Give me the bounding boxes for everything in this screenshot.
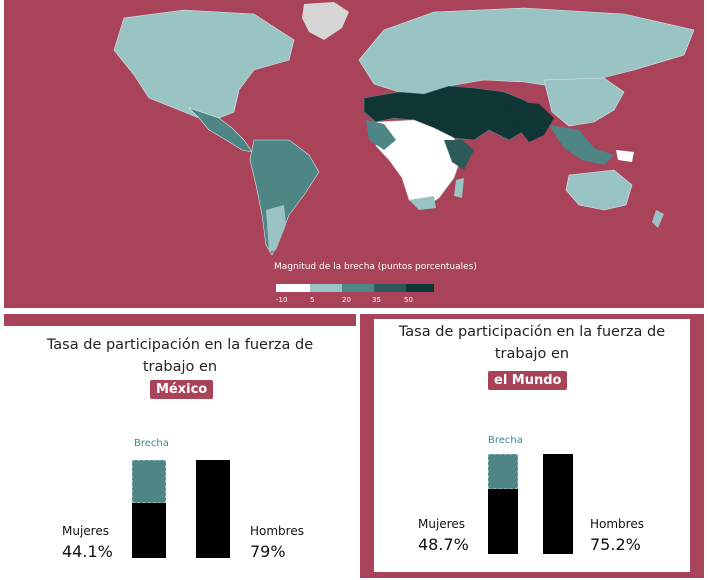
gap-bar xyxy=(488,454,518,490)
frame-bottom xyxy=(360,572,704,578)
gap-label: Brecha xyxy=(134,438,169,449)
legend-swatch-1 xyxy=(276,284,310,292)
country-badge: el Mundo xyxy=(488,371,568,390)
legend-tick: 20 xyxy=(342,296,351,304)
panel-title: Tasa de participación en la fuerza de tr… xyxy=(46,337,314,375)
region-africa-south xyxy=(409,196,436,210)
region-madagascar xyxy=(454,178,464,198)
legend-tick: 35 xyxy=(372,296,381,304)
frame-right xyxy=(690,314,704,578)
legend-tick: 5 xyxy=(310,296,315,304)
frame-top xyxy=(360,314,704,319)
legend-tick: -10 xyxy=(276,296,288,304)
label-mujeres: Mujeres xyxy=(418,517,465,531)
label-hombres: Hombres xyxy=(590,517,644,531)
region-eurasia xyxy=(358,7,695,95)
bar-hombres xyxy=(196,460,230,558)
value-hombres: 79% xyxy=(250,542,286,561)
region-south-asia xyxy=(504,100,554,142)
label-mujeres: Mujeres xyxy=(62,524,109,538)
value-mujeres: 44.1% xyxy=(62,542,113,561)
region-africa-west xyxy=(366,120,396,150)
region-mexico xyxy=(188,107,253,153)
panel-title: Tasa de participación en la fuerza de tr… xyxy=(398,324,666,362)
legend-swatch-3 xyxy=(342,284,374,292)
legend-swatch-5 xyxy=(406,284,434,292)
region-south-america xyxy=(249,139,320,256)
legend-tick: 50 xyxy=(404,296,413,304)
choropleth-map: Magnitud de la brecha (puntos porcentual… xyxy=(4,0,704,308)
region-africa-east xyxy=(444,140,474,170)
region-africa xyxy=(375,119,463,209)
gap-bar xyxy=(132,460,166,504)
region-mena xyxy=(363,85,545,141)
world-map xyxy=(113,2,695,256)
value-hombres: 75.2% xyxy=(590,535,641,554)
region-east-asia xyxy=(543,77,625,127)
legend-title: Magnitud de la brecha (puntos porcentual… xyxy=(274,262,477,272)
bar-mujeres xyxy=(488,489,518,554)
label-hombres: Hombres xyxy=(250,524,304,538)
region-greenland xyxy=(302,2,349,40)
panel-top-strip xyxy=(4,314,356,326)
region-papua xyxy=(616,150,634,162)
panel-mexico: Tasa de participación en la fuerza de tr… xyxy=(4,326,356,580)
bar-hombres xyxy=(543,454,573,554)
gap-label: Brecha xyxy=(488,435,523,446)
country-badge: México xyxy=(150,380,214,399)
region-australia xyxy=(565,169,633,211)
value-mujeres: 48.7% xyxy=(418,535,469,554)
legend-swatch-2 xyxy=(310,284,342,292)
region-new-zealand xyxy=(652,210,664,228)
region-southeast-asia xyxy=(549,125,614,165)
frame-left xyxy=(360,314,374,578)
region-south-america-south xyxy=(266,205,286,252)
legend-swatch-4 xyxy=(374,284,406,292)
panel-mundo: Tasa de participación en la fuerza de tr… xyxy=(374,319,690,572)
bar-mujeres xyxy=(132,503,166,558)
region-north-america xyxy=(113,9,295,121)
